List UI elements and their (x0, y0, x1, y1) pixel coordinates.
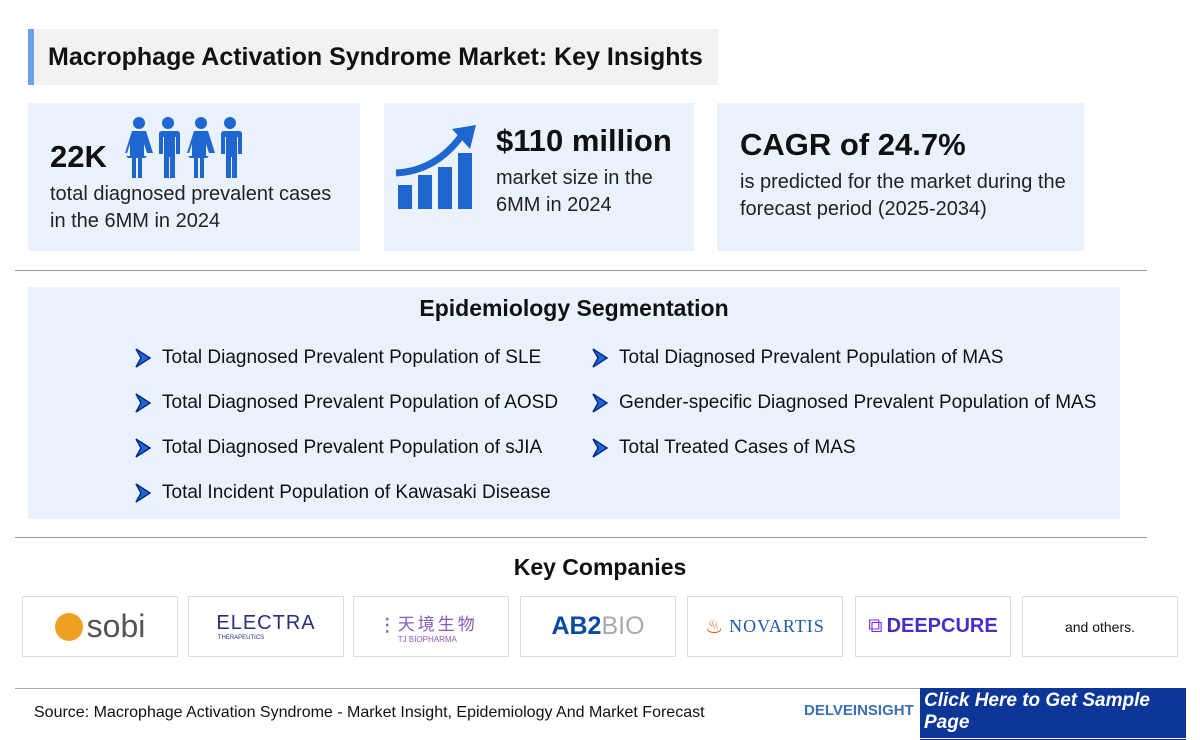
ab2bio-logo: AB2 BIO (520, 596, 676, 657)
epidemiology-item-label: Total Diagnosed Prevalent Population of … (162, 392, 559, 413)
companies-heading: Key Companies (513, 554, 687, 580)
electra-logo: ELECTRA THERAPEUTICS (188, 596, 344, 657)
epidemiology-heading: Epidemiology Segmentation (419, 295, 729, 321)
source-text: Source: Macrophage Activation Syndrome -… (34, 704, 705, 721)
others-label: and others. (1022, 596, 1178, 657)
sobi-logo: sobi (22, 596, 178, 657)
epidemiology-item: Total Diagnosed Prevalent Population of … (134, 347, 541, 369)
epidemiology-item-label: Gender-specific Diagnosed Prevalent Popu… (619, 392, 1097, 413)
epidemiology-item: Total Incident Population of Kawasaki Di… (134, 482, 551, 504)
market-size-card: $110 million market size in the 6MM in 2… (384, 103, 694, 251)
epidemiology-item: Total Diagnosed Prevalent Population of … (134, 392, 558, 414)
arrow-bullet-icon (135, 393, 152, 413)
arrow-bullet-icon (592, 393, 609, 413)
arrow-bullet-icon (592, 438, 609, 458)
epidemiology-section: Epidemiology Segmentation Total Diagnose… (28, 287, 1120, 519)
growth-chart-icon (396, 125, 476, 209)
prevalence-card: 22K total diagnosed prevalent cases in t… (28, 103, 360, 251)
prevalence-value: 22K (50, 139, 107, 174)
cagr-value: CAGR of 24.7% (740, 127, 966, 162)
divider (15, 688, 920, 689)
epidemiology-item-label: Total Diagnosed Prevalent Population of … (162, 437, 543, 458)
market-size-value: $110 million (496, 123, 672, 158)
delveinsight-logo: DELVEINSIGHT (804, 702, 914, 719)
arrow-bullet-icon (592, 348, 609, 368)
epidemiology-item-label: Total Diagnosed Prevalent Population of … (162, 347, 542, 368)
tj-biopharma-logo: ⫶ 天境生物 TJ BIOPHARMA (353, 596, 509, 657)
page-title: Macrophage Activation Syndrome Market: K… (28, 29, 718, 85)
arrow-bullet-icon (135, 483, 152, 503)
divider (15, 537, 1147, 538)
epidemiology-item: Gender-specific Diagnosed Prevalent Popu… (591, 392, 1096, 414)
market-size-text: market size in the 6MM in 2024 (496, 167, 653, 216)
novartis-logo: ♨ NOVARTIS (687, 596, 843, 657)
arrow-bullet-icon (135, 348, 152, 368)
epidemiology-item: Total Treated Cases of MAS (591, 437, 856, 459)
epidemiology-item-label: Total Incident Population of Kawasaki Di… (162, 482, 551, 503)
cagr-card: CAGR of 24.7% is predicted for the marke… (717, 103, 1084, 251)
cagr-text: is predicted for the market during the f… (740, 171, 1066, 220)
arrow-bullet-icon (135, 438, 152, 458)
deepcure-logo: ⧉ DEEPCURE (855, 596, 1011, 657)
epidemiology-item: Total Diagnosed Prevalent Population of … (134, 437, 542, 459)
prevalence-text: total diagnosed prevalent cases in the 6… (50, 183, 332, 232)
epidemiology-item-label: Total Treated Cases of MAS (619, 437, 856, 458)
epidemiology-item: Total Diagnosed Prevalent Population of … (591, 347, 1003, 369)
divider (15, 270, 1147, 271)
people-icon (125, 117, 242, 178)
sample-page-button[interactable]: Click Here to Get Sample Page (920, 688, 1186, 740)
epidemiology-item-label: Total Diagnosed Prevalent Population of … (619, 347, 1004, 368)
